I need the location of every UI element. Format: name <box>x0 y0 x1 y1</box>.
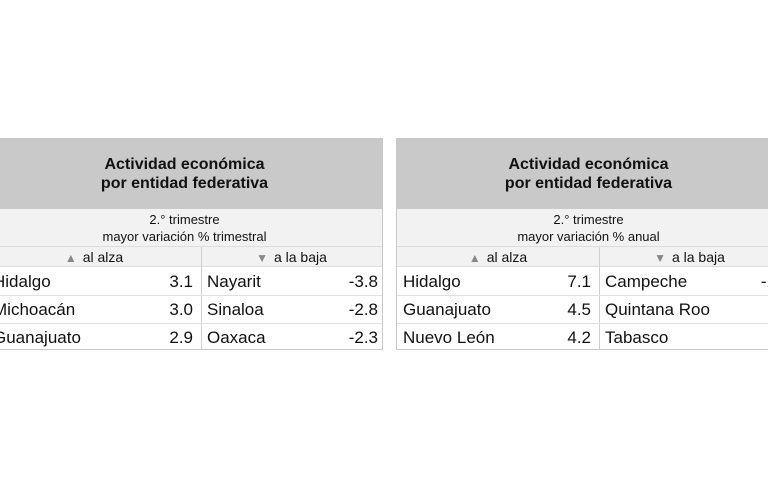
value: -1 <box>760 272 768 291</box>
value: 4.5 <box>567 300 591 319</box>
value: -2.3 <box>348 328 378 347</box>
column-header: ▲ al alza <box>0 247 201 267</box>
title-line: por entidad federativa <box>100 175 269 192</box>
value: 2.9 <box>169 328 193 347</box>
header-text: al alza <box>82 249 124 265</box>
value: 3.0 <box>169 300 193 319</box>
arrow-icon: ▲ <box>64 251 77 265</box>
table: Actividad económica por entidad federativ… <box>0 138 383 350</box>
state: Nayarit <box>207 272 261 291</box>
table: Actividad económica por entidad federativ… <box>396 138 768 350</box>
row-divider <box>0 323 382 324</box>
subtitle: mayor variación % trimestral <box>102 229 267 244</box>
subtitle: mayor variación % anual <box>517 229 660 244</box>
header-text: a la baja <box>273 249 327 265</box>
state: Tabasco <box>605 328 669 347</box>
state: Guanajuato <box>403 300 491 319</box>
state: Quintana Roo <box>605 300 710 319</box>
row-divider <box>397 323 768 324</box>
state: Nuevo León <box>403 328 495 347</box>
row-divider <box>0 295 382 296</box>
value: - <box>599 324 768 352</box>
column-header: ▼ a la baja <box>201 247 382 267</box>
state: Oaxaca <box>207 328 266 347</box>
value: - <box>599 296 768 324</box>
state: Guanajuato <box>0 328 81 347</box>
header-text: a la baja <box>671 249 725 265</box>
table-title: Actividad económica por entidad federativ… <box>397 139 768 209</box>
table-subheader: 2.° trimestre mayor variación % trimestra… <box>0 209 382 247</box>
table-title: Actividad económica por entidad federativ… <box>0 139 382 209</box>
state: Hidalgo <box>403 272 461 291</box>
period: 2.° trimestre <box>149 212 220 227</box>
state: Sinaloa <box>207 300 264 319</box>
column-divider <box>599 247 600 349</box>
arrow-icon: ▼ <box>654 251 666 265</box>
value: 4.2 <box>567 328 591 347</box>
arrow-icon: ▲ <box>468 251 481 265</box>
column-divider <box>201 247 202 349</box>
state: Michoacán <box>0 300 76 319</box>
header-text: al alza <box>486 249 528 265</box>
period: 2.° trimestre <box>553 212 624 227</box>
row-divider <box>397 295 768 296</box>
arrow-icon: ▼ <box>256 251 268 265</box>
table-subheader: 2.° trimestre mayor variación % anual <box>397 209 768 247</box>
value: 3.1 <box>169 272 193 291</box>
value: 7.1 <box>567 272 591 291</box>
state: Hidalgo <box>0 272 51 291</box>
column-header: ▲ al alza <box>397 247 599 267</box>
value: -3.8 <box>348 272 378 291</box>
column-header: ▼ a la baja <box>599 247 768 267</box>
title-line: por entidad federativa <box>504 175 673 192</box>
title-line: Actividad económica <box>508 156 669 173</box>
title-line: Actividad económica <box>104 156 265 173</box>
value: -2.8 <box>348 300 378 319</box>
state: Campeche <box>605 272 688 291</box>
